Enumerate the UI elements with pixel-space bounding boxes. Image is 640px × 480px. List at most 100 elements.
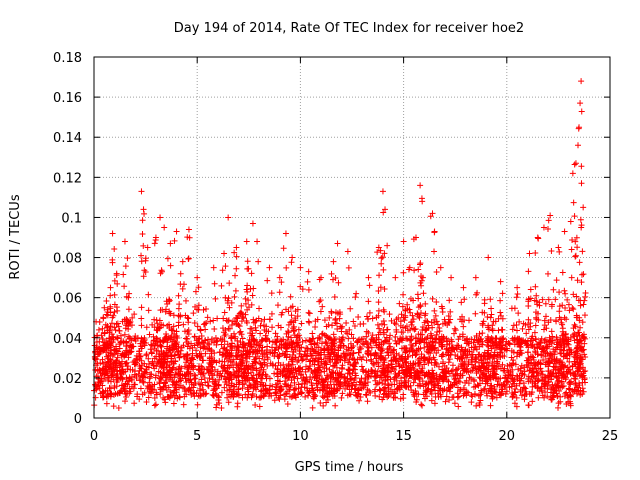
data-point — [318, 331, 325, 338]
data-point — [532, 336, 539, 343]
data-point — [282, 351, 289, 358]
data-point — [487, 314, 494, 321]
data-point — [363, 328, 370, 335]
data-point — [201, 320, 208, 327]
data-point — [412, 352, 419, 359]
data-point — [338, 336, 345, 343]
data-point — [312, 323, 319, 330]
data-point — [516, 318, 523, 325]
data-point — [567, 402, 574, 409]
data-point — [214, 337, 221, 344]
data-point — [410, 325, 417, 332]
data-point — [129, 314, 136, 321]
data-point — [197, 387, 204, 394]
data-point — [451, 400, 458, 407]
x-tick-label: 5 — [193, 429, 201, 444]
data-point — [566, 358, 573, 365]
data-point — [357, 393, 364, 400]
data-point — [134, 391, 141, 398]
data-point — [93, 344, 100, 351]
data-point — [198, 332, 205, 339]
data-point — [531, 329, 538, 336]
data-point — [461, 317, 468, 324]
data-point — [374, 321, 381, 328]
y-axis-label: ROTI / TECUs — [8, 194, 23, 279]
data-point — [92, 366, 99, 373]
data-point — [455, 403, 462, 410]
x-tick-label: 0 — [90, 429, 98, 444]
data-point — [372, 392, 379, 399]
data-point — [224, 387, 231, 394]
data-point — [279, 350, 286, 357]
data-point — [103, 400, 110, 407]
y-tick-label: 0.16 — [53, 91, 82, 106]
data-point — [360, 353, 367, 360]
data-point — [197, 327, 204, 334]
data-point — [555, 404, 562, 411]
data-point — [424, 386, 431, 393]
data-point — [560, 353, 567, 360]
y-tick-label: 0.08 — [53, 252, 82, 267]
data-point — [228, 322, 235, 329]
data-point — [581, 376, 588, 383]
data-point — [131, 400, 138, 407]
data-point — [152, 401, 159, 408]
data-point — [209, 391, 216, 398]
y-tick-label: 0 — [74, 412, 82, 427]
data-point — [420, 391, 427, 398]
data-point — [286, 386, 293, 393]
data-point — [489, 395, 496, 402]
data-point — [402, 335, 409, 342]
y-tick-label: 0.06 — [53, 292, 82, 307]
data-point — [384, 380, 391, 387]
data-point — [196, 393, 203, 400]
data-point — [321, 393, 328, 400]
data-point — [581, 312, 588, 319]
data-point — [381, 390, 388, 397]
data-point — [418, 401, 425, 408]
data-point — [419, 323, 426, 330]
data-point — [110, 403, 117, 410]
data-point — [528, 335, 535, 342]
data-point — [257, 322, 264, 329]
data-point — [96, 385, 103, 392]
y-tick-label: 0.14 — [53, 131, 82, 146]
data-point — [353, 381, 360, 388]
data-point — [332, 402, 339, 409]
data-point — [354, 393, 361, 400]
data-point — [198, 376, 205, 383]
data-point — [445, 359, 452, 366]
data-point — [549, 333, 556, 340]
data-point — [375, 363, 382, 370]
data-point — [269, 324, 276, 331]
data-point — [236, 329, 243, 336]
data-point — [345, 335, 352, 342]
data-point — [341, 357, 348, 364]
data-point — [459, 372, 466, 379]
data-point — [122, 398, 129, 405]
data-point — [191, 389, 198, 396]
data-point — [380, 385, 387, 392]
data-point — [422, 381, 429, 388]
data-point — [492, 318, 499, 325]
data-point — [418, 351, 425, 358]
data-point — [503, 388, 510, 395]
data-point — [356, 346, 363, 353]
data-point — [320, 394, 327, 401]
data-point — [254, 338, 261, 345]
data-point — [118, 352, 125, 359]
data-point — [402, 325, 409, 332]
y-tick-label: 0.04 — [53, 332, 82, 347]
data-point — [558, 350, 565, 357]
data-point — [432, 312, 439, 319]
data-point — [216, 376, 223, 383]
data-point — [151, 381, 158, 388]
data-point — [325, 321, 332, 328]
data-point — [284, 328, 291, 335]
data-point — [219, 358, 226, 365]
data-point — [213, 404, 220, 411]
data-point — [505, 339, 512, 346]
data-point — [221, 384, 228, 391]
data-point — [375, 344, 382, 351]
data-point — [563, 401, 570, 408]
